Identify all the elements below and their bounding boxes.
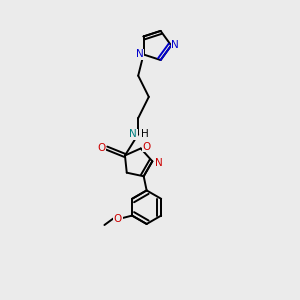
- Text: H: H: [141, 129, 149, 139]
- Text: O: O: [114, 214, 122, 224]
- Text: N: N: [129, 129, 137, 139]
- Text: O: O: [97, 143, 106, 153]
- Text: N: N: [155, 158, 163, 168]
- Text: N: N: [136, 50, 143, 59]
- Text: O: O: [142, 142, 151, 152]
- Text: N: N: [171, 40, 179, 50]
